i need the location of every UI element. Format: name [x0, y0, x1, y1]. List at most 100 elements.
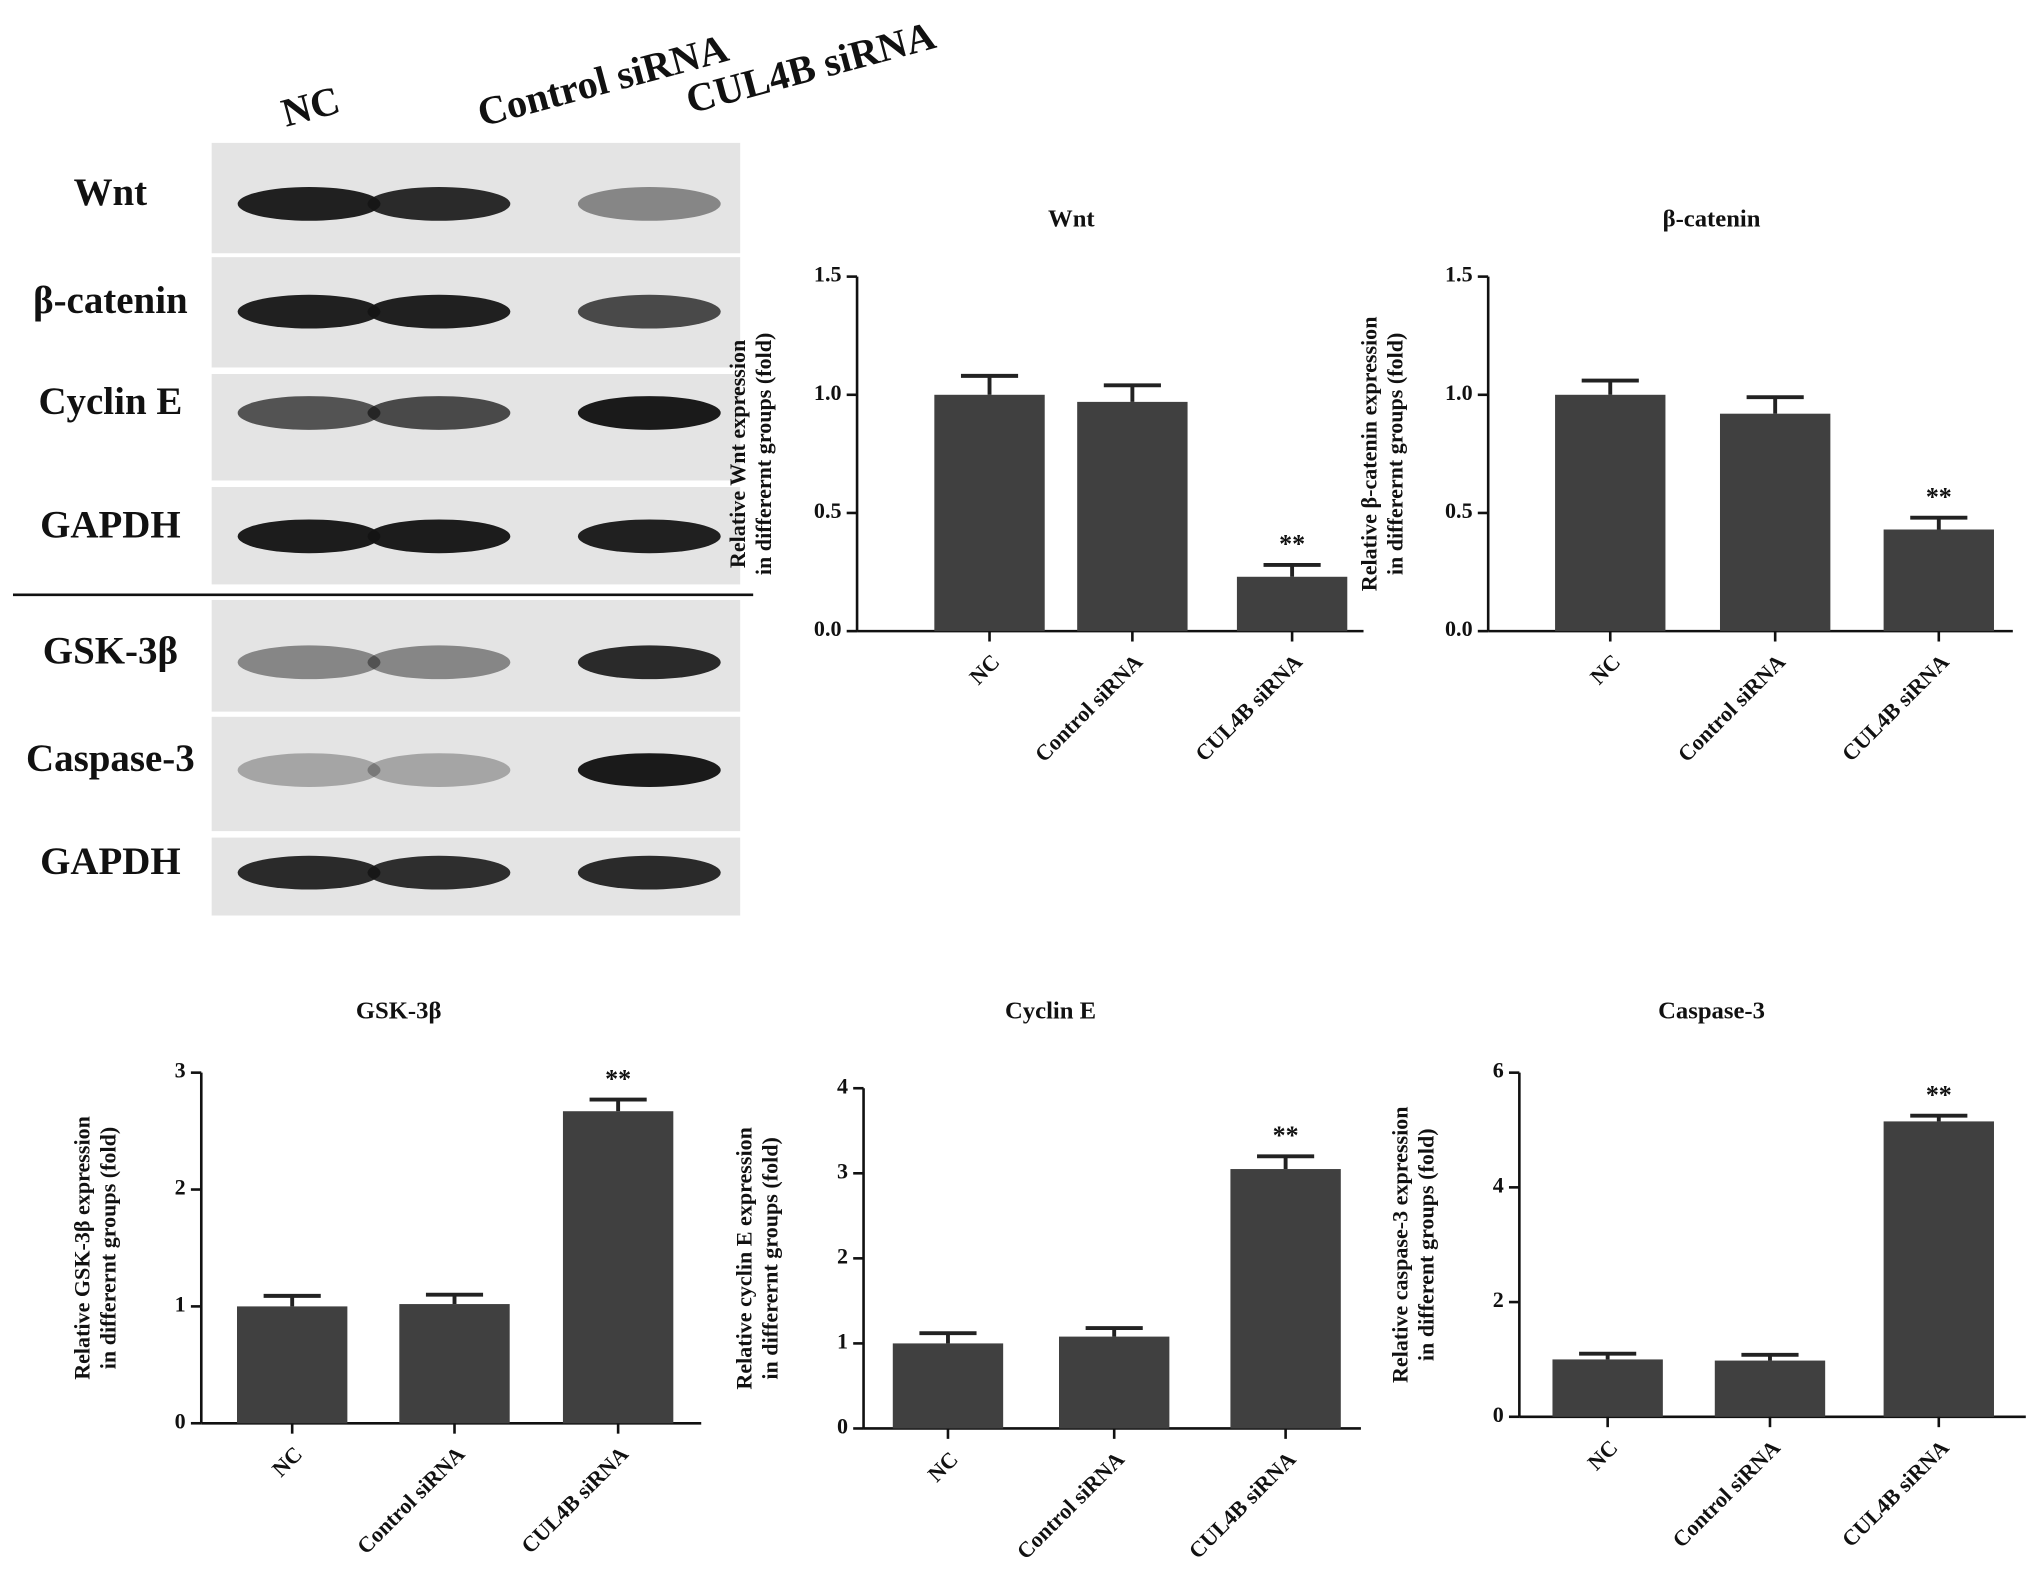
- y-axis-label: in differernt groups (fold): [95, 1127, 120, 1369]
- chart-title: Cyclin E: [1005, 998, 1096, 1025]
- chart-title: Wnt: [1048, 205, 1095, 232]
- error-bar: [1746, 395, 1804, 414]
- significance-label: **: [1273, 1121, 1299, 1150]
- y-axis-label: Relative β-catenin expression: [1356, 317, 1381, 592]
- y-tick-label: 0: [837, 1414, 848, 1439]
- protein-label: β-catenin: [33, 279, 188, 322]
- error-bar: [1910, 1113, 1968, 1122]
- bar: [1230, 1169, 1341, 1429]
- y-axis-label: Relative cyclin E expression: [732, 1127, 757, 1389]
- protein-label: Caspase-3: [26, 737, 195, 780]
- blot-band: [577, 855, 721, 890]
- bar: [1883, 1121, 1994, 1417]
- y-tick-label: 0.5: [1445, 498, 1473, 523]
- protein-label: GAPDH: [40, 840, 181, 883]
- bar: [1714, 1360, 1826, 1417]
- y-tick-label: 2: [175, 1175, 186, 1200]
- blot-band: [577, 645, 721, 680]
- blot-band: [367, 645, 511, 680]
- blot-band: [237, 519, 381, 554]
- y-tick-label: 0.0: [814, 616, 842, 641]
- y-tick-label: 0: [175, 1408, 186, 1433]
- error-bar: [1910, 515, 1968, 530]
- blot-band: [237, 753, 381, 787]
- blot-band: [367, 855, 511, 890]
- y-tick-label: 2: [837, 1243, 848, 1268]
- error-bar: [960, 373, 1019, 395]
- protein-label: Wnt: [74, 171, 148, 214]
- y-axis-label: in differernt groups (fold): [1382, 333, 1407, 575]
- y-tick-label: 6: [1493, 1058, 1504, 1083]
- y-tick-label: 1: [175, 1291, 186, 1316]
- y-axis-label: in differernt groups (fold): [758, 1137, 783, 1379]
- chart-title: GSK-3β: [356, 998, 442, 1025]
- error-bar: [1085, 1326, 1143, 1337]
- blot-band: [367, 294, 511, 329]
- bar: [934, 394, 1045, 632]
- error-bar: [425, 1292, 484, 1305]
- y-axis-label: in differernt groups (fold): [751, 333, 776, 575]
- significance-label: **: [1279, 530, 1305, 559]
- bar: [1059, 1336, 1170, 1429]
- blot-band: [577, 396, 721, 430]
- bar: [1236, 576, 1348, 632]
- blot-band: [577, 294, 721, 329]
- y-axis-label: Relative Wnt expression: [725, 340, 750, 568]
- error-bar: [1579, 1351, 1637, 1360]
- bar: [1883, 529, 1994, 632]
- y-tick-label: 4: [837, 1073, 848, 1098]
- bar: [1552, 1359, 1663, 1417]
- bar: [399, 1304, 510, 1424]
- significance-label: **: [1926, 1080, 1952, 1109]
- error-bar: [1263, 563, 1321, 577]
- protein-label: Cyclin E: [38, 380, 182, 423]
- error-bar: [919, 1331, 977, 1344]
- y-tick-label: 3: [175, 1058, 186, 1083]
- y-tick-label: 4: [1493, 1172, 1504, 1197]
- error-bar: [263, 1293, 321, 1307]
- error-bar: [1581, 378, 1639, 395]
- y-tick-label: 1.5: [814, 262, 842, 287]
- y-tick-label: 1.5: [1445, 262, 1473, 287]
- y-axis-label: Relative caspase-3 expression: [1388, 1106, 1413, 1383]
- protein-label: GAPDH: [40, 503, 181, 546]
- y-tick-label: 1.0: [1445, 380, 1473, 405]
- y-axis-label: Relative GSK-3β expression: [69, 1116, 94, 1380]
- bar: [562, 1111, 674, 1424]
- blot-band: [237, 294, 381, 329]
- blot-band: [237, 855, 381, 890]
- y-tick-label: 0: [1493, 1402, 1504, 1427]
- error-bar: [1257, 1154, 1315, 1170]
- bar: [892, 1343, 1004, 1429]
- blot-band: [237, 396, 381, 430]
- error-bar: [1103, 383, 1161, 402]
- protein-label: GSK-3β: [43, 629, 178, 672]
- y-tick-label: 0.5: [814, 498, 842, 523]
- chart-title: β-catenin: [1663, 205, 1761, 232]
- bar: [1719, 413, 1831, 632]
- y-tick-label: 2: [1493, 1287, 1504, 1312]
- error-bar: [589, 1097, 647, 1112]
- blot-band: [367, 187, 511, 221]
- bar: [1077, 401, 1188, 632]
- chart-title: Caspase-3: [1658, 998, 1765, 1025]
- bar: [1555, 394, 1666, 632]
- significance-label: **: [1926, 482, 1952, 511]
- blot-band: [367, 396, 511, 430]
- error-bar: [1741, 1352, 1799, 1361]
- blot-band: [237, 645, 381, 680]
- significance-label: **: [605, 1064, 631, 1093]
- blot-band: [237, 187, 381, 221]
- bar: [236, 1306, 348, 1424]
- blot-band: [577, 519, 721, 554]
- blot-band: [577, 187, 721, 221]
- blot-band: [367, 519, 511, 554]
- y-tick-label: 3: [837, 1158, 848, 1183]
- y-axis-label: in different groups (fold): [1414, 1128, 1439, 1361]
- y-tick-label: 1.0: [814, 380, 842, 405]
- y-tick-label: 0.0: [1445, 616, 1473, 641]
- blot-band: [577, 753, 721, 787]
- y-tick-label: 1: [837, 1328, 848, 1353]
- blot-band: [367, 753, 511, 787]
